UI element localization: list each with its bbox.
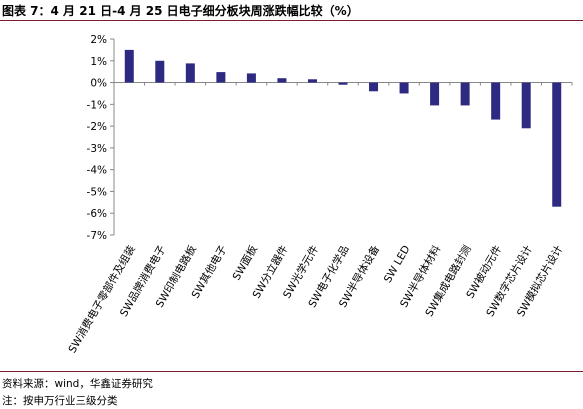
bar — [552, 82, 562, 207]
footer-rule — [0, 371, 583, 372]
bar — [369, 82, 379, 92]
y-tick-label: -3% — [87, 143, 107, 155]
bar — [460, 82, 470, 106]
y-tick-label: 1% — [90, 56, 107, 68]
bar — [399, 82, 409, 94]
bar — [155, 60, 165, 83]
bar-chart: 2%1%0%-1%-2%-3%-4%-5%-6%-7%SW消费电子零部件及组装S… — [66, 34, 573, 355]
bar — [307, 79, 317, 83]
y-tick-label: -2% — [87, 121, 107, 133]
bar — [491, 82, 501, 120]
title-bar: 图表 7：4 月 21 日-4 月 25 日电子细分板块周涨跌幅比较（%） — [0, 0, 583, 22]
y-tick-label: -1% — [87, 99, 107, 111]
source-note: 资料来源：wind，华鑫证券研究 — [2, 378, 153, 390]
bar — [124, 49, 134, 83]
bar — [246, 73, 256, 83]
bar — [430, 82, 440, 106]
y-tick-label: 0% — [90, 78, 107, 90]
title-rule — [0, 20, 583, 21]
x-tick-label: SW LED — [382, 244, 413, 285]
bar — [185, 63, 195, 83]
y-tick-label: -5% — [87, 186, 107, 198]
bar — [338, 82, 348, 85]
bar — [277, 78, 287, 83]
footnote: 注：按申万行业三级分类 — [2, 395, 118, 407]
y-tick-label: 2% — [90, 34, 107, 46]
x-tick-label: SW面板 — [230, 243, 261, 283]
chart-title: 图表 7：4 月 21 日-4 月 25 日电子细分板块周涨跌幅比较（%） — [2, 4, 359, 18]
y-tick-label: -4% — [87, 165, 107, 177]
y-tick-label: -7% — [87, 230, 107, 242]
y-tick-label: -6% — [87, 208, 107, 220]
bar — [216, 72, 226, 83]
bar — [521, 82, 531, 129]
